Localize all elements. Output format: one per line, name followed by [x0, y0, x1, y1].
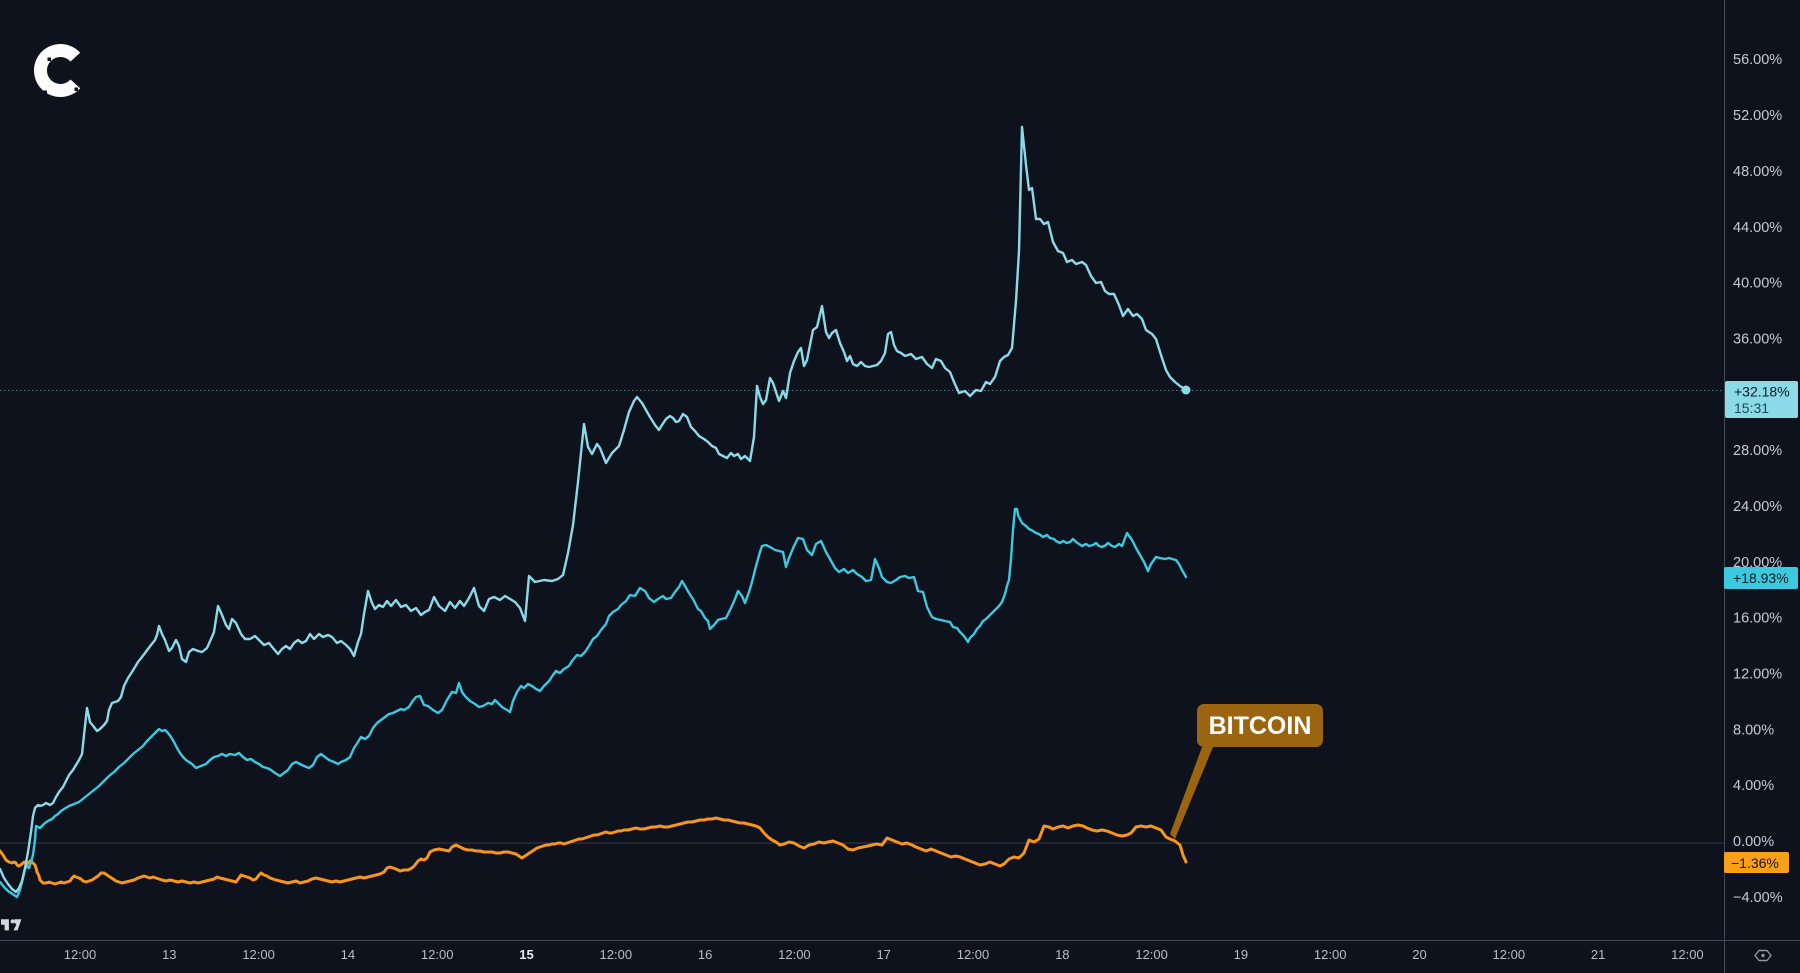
- svg-text:40.00%: 40.00%: [1733, 276, 1782, 292]
- svg-text:16: 16: [698, 947, 712, 962]
- svg-text:0.00%: 0.00%: [1733, 834, 1774, 850]
- svg-text:21: 21: [1591, 947, 1605, 962]
- svg-text:12:00: 12:00: [1493, 947, 1526, 962]
- svg-text:12:00: 12:00: [600, 947, 633, 962]
- svg-text:4.00%: 4.00%: [1733, 778, 1774, 794]
- svg-text:8.00%: 8.00%: [1733, 722, 1774, 738]
- svg-text:15: 15: [519, 947, 533, 962]
- svg-text:20: 20: [1412, 947, 1426, 962]
- svg-text:12:00: 12:00: [242, 947, 275, 962]
- svg-text:17: 17: [876, 947, 890, 962]
- svg-text:13: 13: [162, 947, 176, 962]
- svg-text:−1.36%: −1.36%: [1731, 855, 1779, 871]
- svg-text:12:00: 12:00: [1314, 947, 1347, 962]
- svg-text:52.00%: 52.00%: [1733, 108, 1782, 124]
- svg-text:12:00: 12:00: [778, 947, 811, 962]
- svg-text:36.00%: 36.00%: [1733, 331, 1782, 347]
- svg-text:12:00: 12:00: [421, 947, 454, 962]
- svg-text:12:00: 12:00: [1135, 947, 1168, 962]
- svg-text:12.00%: 12.00%: [1733, 667, 1782, 683]
- svg-text:44.00%: 44.00%: [1733, 220, 1782, 236]
- svg-text:24.00%: 24.00%: [1733, 499, 1782, 515]
- svg-text:−4.00%: −4.00%: [1733, 890, 1783, 906]
- svg-text:12:00: 12:00: [64, 947, 97, 962]
- svg-text:20.00%: 20.00%: [1733, 555, 1782, 571]
- svg-text:16.00%: 16.00%: [1733, 611, 1782, 627]
- svg-text:56.00%: 56.00%: [1733, 52, 1782, 68]
- svg-text:+32.18%: +32.18%: [1734, 384, 1790, 400]
- svg-text:14: 14: [341, 947, 355, 962]
- svg-text:28.00%: 28.00%: [1733, 443, 1782, 459]
- svg-text:12:00: 12:00: [957, 947, 990, 962]
- svg-text:BITCOIN: BITCOIN: [1209, 712, 1312, 740]
- svg-text:48.00%: 48.00%: [1733, 164, 1782, 180]
- svg-text:15:31: 15:31: [1734, 400, 1769, 416]
- svg-text:19: 19: [1234, 947, 1248, 962]
- svg-text:18: 18: [1055, 947, 1069, 962]
- svg-text:+18.93%: +18.93%: [1733, 570, 1789, 586]
- svg-text:12:00: 12:00: [1671, 947, 1704, 962]
